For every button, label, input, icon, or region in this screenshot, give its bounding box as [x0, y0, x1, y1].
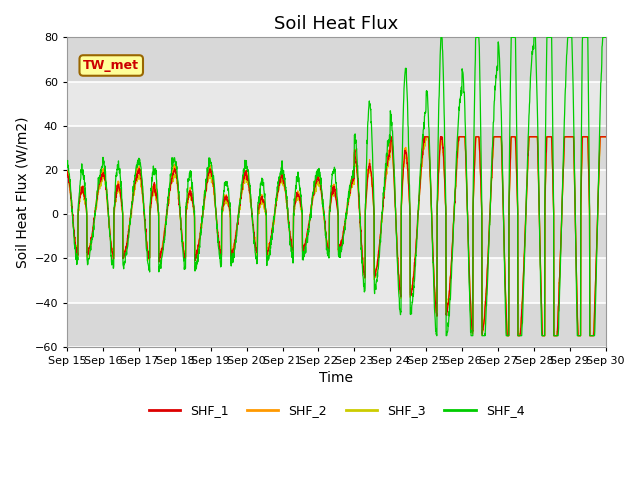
- Bar: [67, 258, 605, 302]
- Title: Soil Heat Flux: Soil Heat Flux: [275, 15, 399, 33]
- Legend: SHF_1, SHF_2, SHF_3, SHF_4: SHF_1, SHF_2, SHF_3, SHF_4: [143, 399, 529, 422]
- Bar: [67, 126, 605, 170]
- X-axis label: Time: Time: [319, 372, 353, 385]
- Bar: [67, 82, 605, 126]
- Bar: [67, 37, 605, 82]
- Bar: [67, 302, 605, 347]
- Bar: [67, 170, 605, 214]
- Y-axis label: Soil Heat Flux (W/m2): Soil Heat Flux (W/m2): [15, 116, 29, 268]
- Text: TW_met: TW_met: [83, 59, 140, 72]
- Bar: [67, 214, 605, 258]
